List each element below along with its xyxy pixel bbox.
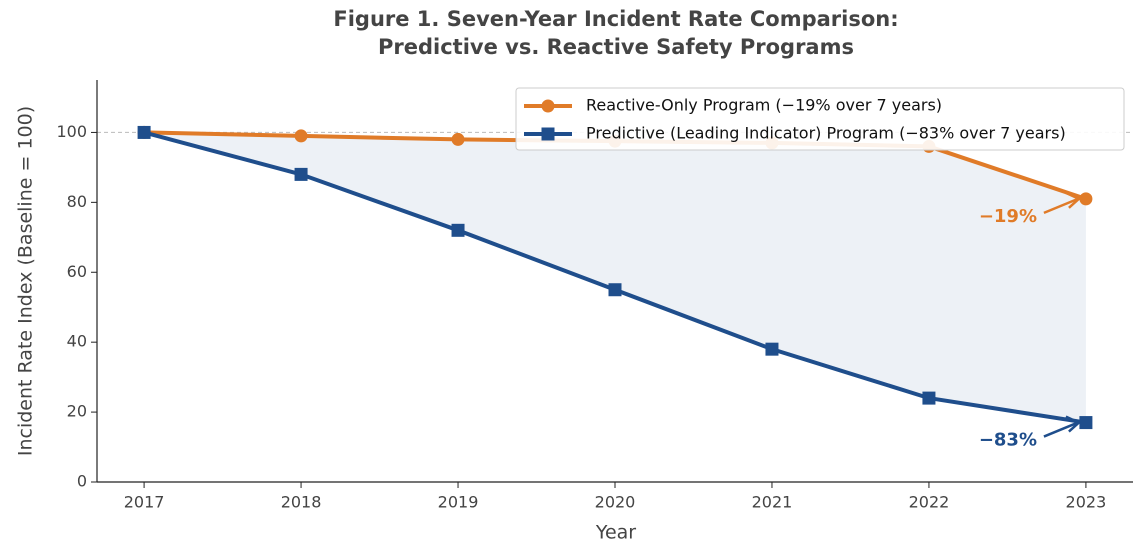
annotation-arrow — [1043, 421, 1079, 438]
y-tick-label: 0 — [77, 472, 87, 491]
y-axis-label: Incident Rate Index (Baseline = 100) — [15, 106, 37, 456]
x-tick-label: 2017 — [124, 493, 165, 512]
annotation-arrowhead — [1065, 191, 1082, 209]
marker — [922, 391, 936, 405]
x-axis-label: Year — [595, 522, 636, 544]
chart-title: Figure 1. Seven-Year Incident Rate Compa… — [333, 7, 898, 31]
x-tick-label: 2018 — [281, 493, 322, 512]
annotation-arrowhead — [1065, 415, 1082, 433]
legend-box — [515, 87, 1125, 151]
x-tick-label: 2021 — [752, 493, 793, 512]
marker — [1079, 416, 1093, 430]
x-tick-label: 2023 — [1066, 493, 1107, 512]
x-tick-label: 2020 — [595, 493, 636, 512]
marker — [451, 132, 465, 146]
y-tick-label: 100 — [56, 122, 87, 141]
fill-between — [144, 132, 1086, 423]
marker — [608, 283, 622, 297]
chart-subtitle: Predictive vs. Reactive Safety Programs — [378, 35, 854, 59]
marker — [1079, 192, 1093, 206]
annotation: −19% — [979, 206, 1037, 227]
annotation-arrow — [1043, 197, 1079, 215]
marker — [451, 223, 465, 237]
y-tick-label: 40 — [67, 332, 87, 351]
marker — [137, 125, 151, 139]
x-tick-label: 2019 — [438, 493, 479, 512]
y-tick-label: 80 — [67, 192, 87, 211]
marker — [294, 167, 308, 181]
legend-label: Reactive-Only Program (−19% over 7 years… — [586, 96, 942, 115]
marker — [294, 129, 308, 143]
marker — [765, 342, 779, 356]
legend-marker — [541, 99, 555, 113]
annotation: −83% — [979, 430, 1037, 451]
x-tick-label: 2022 — [909, 493, 950, 512]
y-tick-label: 60 — [67, 262, 87, 281]
legend-marker — [541, 127, 555, 141]
legend-label: Predictive (Leading Indicator) Program (… — [586, 124, 1066, 143]
y-tick-label: 20 — [67, 402, 87, 421]
